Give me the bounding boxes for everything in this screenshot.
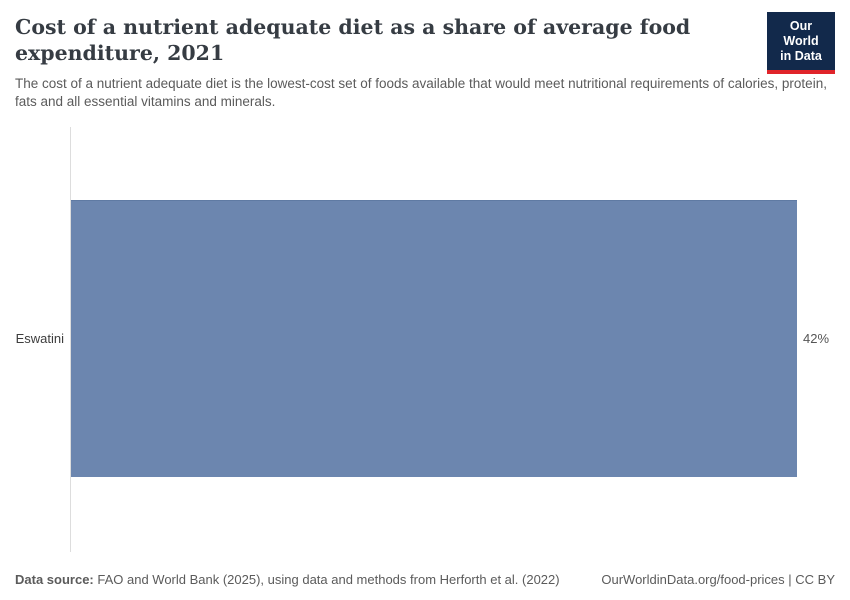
- data-source-text: FAO and World Bank (2025), using data an…: [93, 572, 560, 587]
- value-label-eswatini: 42%: [803, 331, 830, 346]
- data-source-label: Data source:: [15, 572, 94, 587]
- y-axis-line: [70, 127, 71, 552]
- chart-title: Cost of a nutrient adequate diet as a sh…: [15, 15, 691, 65]
- chart-header: Cost of a nutrient adequate diet as a sh…: [15, 12, 835, 110]
- owid-logo: Our World in Data: [767, 12, 835, 74]
- bar-eswatini[interactable]: [71, 200, 797, 477]
- entity-label-eswatini: Eswatini: [15, 331, 64, 346]
- owid-logo-line1: Our World: [783, 19, 819, 48]
- owid-logo-line2: in Data: [780, 49, 822, 63]
- chart-footer: Data source: FAO and World Bank (2025), …: [15, 572, 835, 587]
- plot-area: [71, 200, 797, 477]
- data-source-note: Data source: FAO and World Bank (2025), …: [15, 572, 560, 587]
- attribution-text: OurWorldinData.org/food-prices | CC BY: [601, 572, 835, 587]
- chart-subtitle: The cost of a nutrient adequate diet is …: [15, 76, 827, 109]
